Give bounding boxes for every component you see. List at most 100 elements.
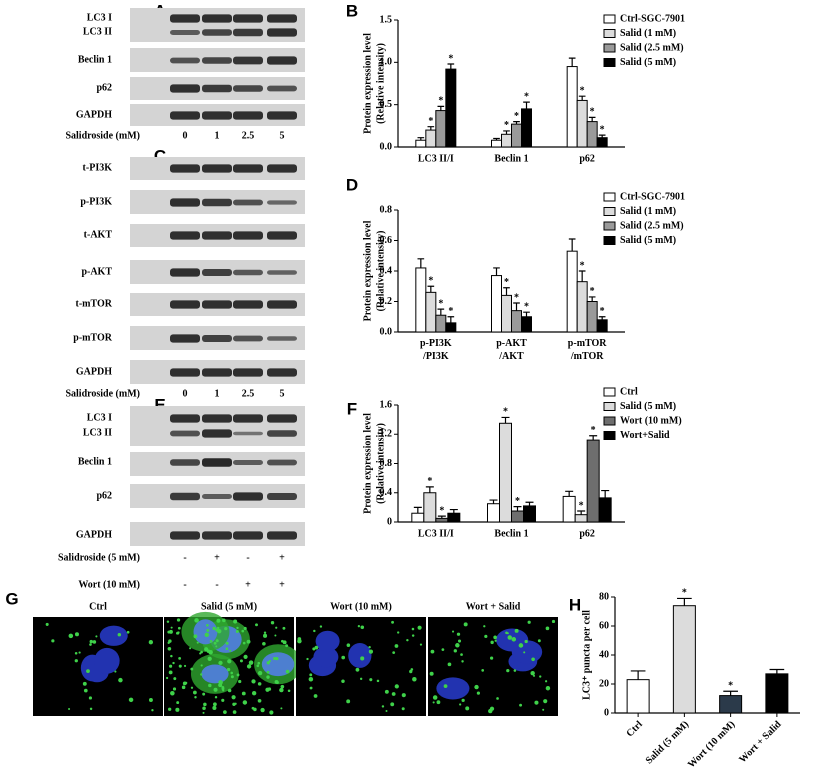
x-tick-label: Beclin 1 <box>494 528 528 539</box>
blot-band <box>233 414 263 423</box>
puncta <box>213 641 217 645</box>
blot-row-label: GAPDH <box>76 529 112 540</box>
puncta <box>209 640 213 643</box>
puncta <box>355 667 360 672</box>
blot-band <box>233 199 263 206</box>
puncta <box>313 629 316 633</box>
significance-mark: * <box>590 107 595 118</box>
puncta <box>266 661 270 665</box>
y-tick-label: 20 <box>599 678 609 689</box>
puncta <box>279 687 284 693</box>
puncta <box>417 625 422 630</box>
puncta <box>216 618 221 623</box>
puncta <box>168 639 172 643</box>
puncta <box>169 664 173 668</box>
puncta <box>251 691 257 696</box>
puncta <box>530 670 535 676</box>
puncta <box>126 630 130 634</box>
blot-band <box>233 14 263 23</box>
puncta <box>233 619 238 624</box>
legend-swatch <box>603 43 616 53</box>
bar <box>511 123 522 148</box>
error-bar <box>769 668 785 674</box>
puncta <box>481 669 485 672</box>
puncta <box>266 675 270 679</box>
blot-band <box>202 269 232 276</box>
legend-label: Salid (2.5 mM) <box>620 220 684 231</box>
blot-band <box>202 198 232 207</box>
x-tick-label: p62 <box>579 528 595 539</box>
legend-swatch <box>603 221 616 231</box>
significance-mark: * <box>600 306 605 317</box>
blot-row-label: GAPDH <box>76 109 112 120</box>
error-bar <box>525 501 534 506</box>
puncta <box>441 648 445 651</box>
puncta <box>539 675 542 678</box>
significance-mark: * <box>439 505 444 516</box>
nucleus <box>193 619 218 645</box>
treatment-level: 0 <box>183 130 188 141</box>
panel-letter: H <box>569 595 581 614</box>
blot-background <box>130 406 305 446</box>
puncta <box>255 623 258 627</box>
puncta <box>265 687 270 692</box>
y-axis-label: Protein expression level <box>362 33 373 134</box>
puncta <box>117 632 122 637</box>
blot-band <box>233 164 263 173</box>
puncta <box>412 677 417 682</box>
puncta <box>170 626 173 629</box>
puncta <box>177 626 181 630</box>
error-bar <box>523 101 530 109</box>
puncta <box>222 689 225 692</box>
puncta <box>432 695 438 700</box>
significance-mark: * <box>427 476 432 487</box>
blot-background <box>130 8 305 42</box>
y-tick-label: 40 <box>599 649 609 660</box>
panel-letter: E <box>154 395 165 414</box>
error-bar <box>589 435 598 441</box>
puncta <box>429 671 434 676</box>
puncta <box>266 670 270 674</box>
error-bar <box>513 121 520 125</box>
puncta <box>381 705 385 708</box>
y-tick-label: 0.8 <box>380 458 393 469</box>
blot-band <box>233 85 263 92</box>
x-tick-label: Wort + Salid <box>737 719 784 766</box>
puncta <box>236 626 239 630</box>
blot-band <box>202 300 232 309</box>
blot-band <box>170 459 200 466</box>
puncta <box>489 656 494 660</box>
bar <box>672 605 696 714</box>
puncta <box>401 693 406 698</box>
puncta <box>148 640 154 645</box>
bar <box>626 679 650 714</box>
puncta <box>430 649 435 654</box>
puncta <box>89 707 93 711</box>
puncta <box>236 673 240 677</box>
puncta <box>280 707 283 710</box>
treatment-level: - <box>183 579 186 590</box>
puncta <box>234 702 237 705</box>
puncta <box>227 688 232 693</box>
puncta <box>192 690 197 695</box>
puncta <box>357 625 361 628</box>
puncta <box>74 651 78 655</box>
image-title: Ctrl <box>89 601 107 612</box>
puncta <box>78 651 81 654</box>
y-axis-label: LC3⁺ puncta per cell <box>581 610 592 700</box>
blot-band <box>170 268 200 277</box>
blot-band <box>233 431 263 436</box>
puncta <box>461 660 464 663</box>
puncta <box>246 664 252 669</box>
error-bar <box>630 670 646 680</box>
y-tick-label: 0.5 <box>380 99 393 110</box>
puncta <box>196 641 199 644</box>
error-bar <box>437 515 446 519</box>
blot-band <box>233 28 263 37</box>
bar <box>576 99 588 148</box>
blot-band <box>267 56 297 65</box>
puncta <box>297 638 302 644</box>
puncta <box>251 706 255 710</box>
puncta <box>202 706 206 711</box>
puncta <box>436 700 441 705</box>
